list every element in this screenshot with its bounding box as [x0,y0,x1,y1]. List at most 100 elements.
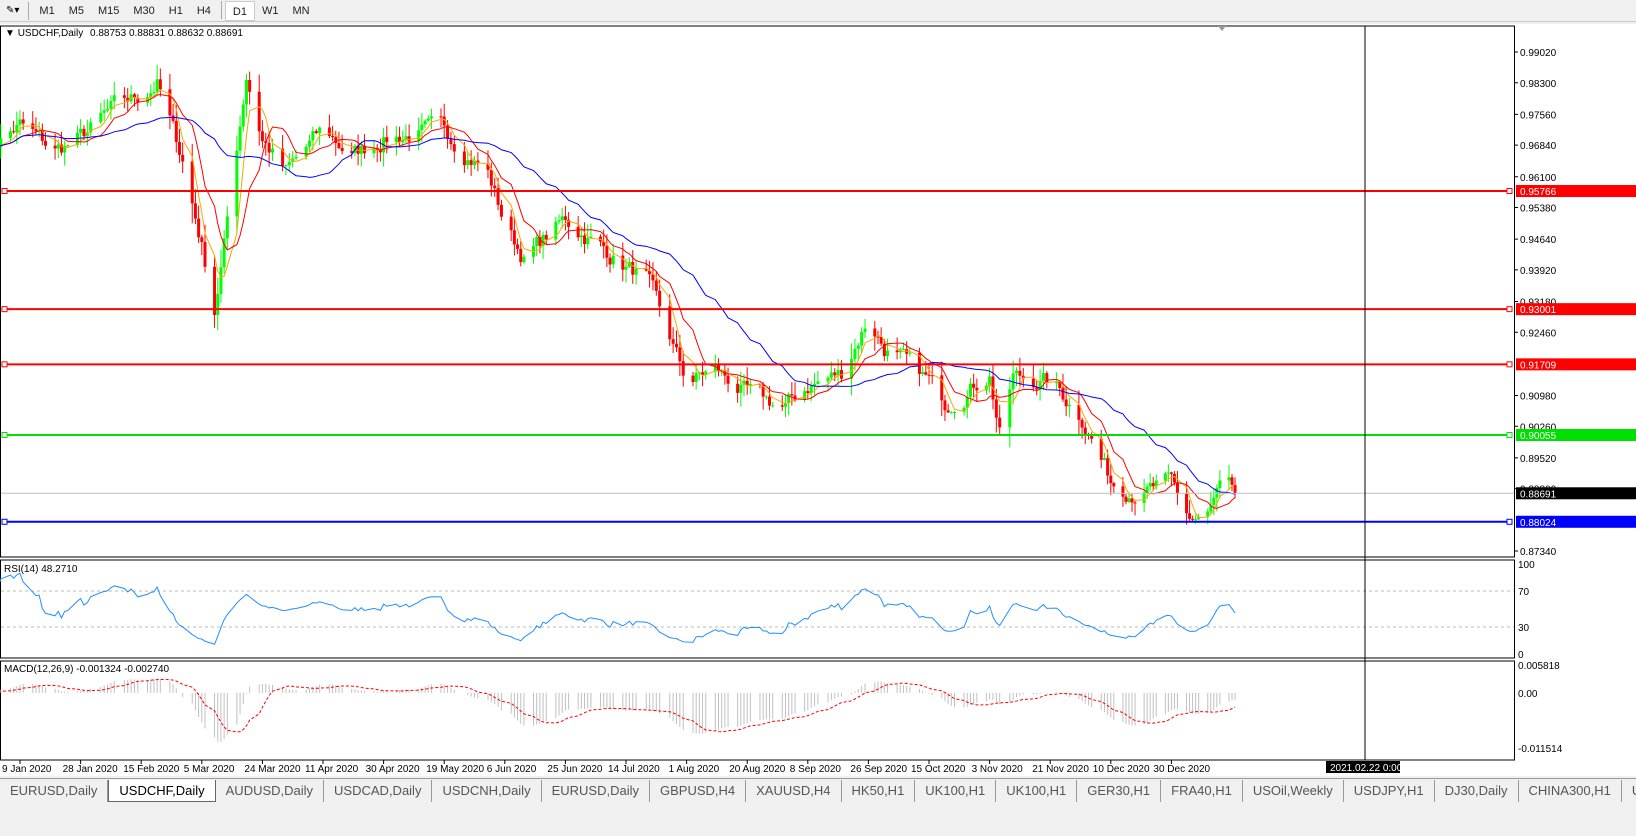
date-axis-label: 26 Sep 2020 [850,764,907,775]
chart-tab[interactable]: GER30,H1 [1077,779,1162,802]
timeframe-h4[interactable]: H4 [196,4,211,17]
candle-body [53,145,57,149]
candle-body [1127,498,1131,502]
candle-body [1185,493,1189,514]
rsi-label: RSI(14) 48.2710 [4,564,78,575]
chart-tab[interactable]: AUDUSD,Daily [216,779,325,802]
candle-body [1035,387,1039,390]
candle-body [235,150,239,217]
candle-body [446,125,450,139]
chart-tab[interactable]: EURUSD,Daily [0,779,109,802]
rsi-axis-label: 30 [1518,623,1530,634]
candle-body [1121,486,1125,497]
candle-body [953,411,957,413]
candle-body [219,267,223,294]
candle-body [452,144,456,152]
timeframe-m1[interactable]: M1 [39,4,55,17]
chart-tab[interactable]: CHINA300,H1 [1519,779,1622,802]
candles [0,65,1237,525]
candle-body [675,343,678,348]
candle-body [544,235,548,240]
candle-body [1038,380,1042,390]
timeframe-h1[interactable]: H1 [168,4,183,17]
price-axis-label: 0.87340 [1520,547,1557,558]
chart-tab[interactable]: USDCHF,Daily [108,779,216,802]
chart-tab[interactable]: FRA40,H1 [1161,779,1243,802]
timeframe-mn[interactable]: MN [292,4,310,17]
candle-body [509,216,513,231]
candle-body [66,145,70,147]
candle-body [994,399,998,418]
candle-body [984,385,988,391]
candle-body [579,235,583,238]
candle-body [863,328,867,333]
candle-body [1206,511,1210,517]
candle-body [850,359,854,379]
candle-body [968,383,972,397]
date-axis-label: 10 Dec 2020 [1093,764,1150,775]
candle-body [783,403,787,407]
candle-body [962,407,966,412]
candle-body [739,384,743,393]
drawing-tools-icon[interactable]: ✎▾ [6,5,20,16]
candle-body [1133,502,1137,504]
candle-body [856,345,860,349]
candle-body [404,136,408,141]
candle-body [109,101,113,109]
chart-tab[interactable]: USOil,Weekly [1243,779,1344,802]
chart-tab[interactable]: UK100,H1 [915,779,997,802]
candle-body [362,145,366,154]
chart-tab[interactable]: USOil, [1622,780,1636,802]
candle-body [1212,497,1216,506]
timeframe-m5[interactable]: M5 [68,4,84,17]
candle-body [102,110,106,113]
candle-body [965,396,969,408]
price-axis-label: 0.89520 [1520,454,1557,465]
date-axis-label: 3 Nov 2020 [972,764,1024,775]
collapse-triangle-icon[interactable]: ▼ [5,28,15,39]
candle-body [1058,382,1062,388]
date-axis-label: 15 Feb 2020 [123,764,180,775]
chart-window[interactable]: 0.99020 0.98300 0.97560 0.96840 0.96100 0.953… [0,24,1636,776]
candle-body [149,93,153,98]
line-handle [1506,361,1513,368]
timeframe-m30[interactable]: M30 [133,4,155,17]
candle-body [1090,434,1094,439]
candle-body [631,262,635,275]
chart-tab[interactable]: XAUUSD,H4 [746,779,842,802]
chart-tab[interactable]: USDCAD,Daily [324,779,433,802]
timeframe-w1[interactable]: W1 [261,4,279,17]
toolbar-separator [220,0,222,19]
candle-body [736,383,740,393]
chart-tab[interactable]: HK50,H1 [842,779,916,802]
timeframe-m15[interactable]: M15 [97,4,120,17]
candle-body [334,137,338,143]
chart-tab[interactable]: UK100,H1 [996,779,1078,802]
timeframe-d1[interactable]: D1 [224,0,255,21]
chart-tab[interactable]: USDJPY,H1 [1344,779,1435,802]
date-axis-label: 21 Nov 2020 [1032,764,1089,775]
candle-body [1166,472,1170,474]
candle-body [748,383,752,386]
candle-body [1172,473,1176,483]
candle-body [197,218,201,238]
crosshair-date-label: 2021.02.22 0:00 [1330,763,1403,774]
price-level-badge [1516,358,1636,371]
candle-body [308,140,312,147]
price-axis-label: 0.97560 [1520,110,1557,121]
candle-body [1102,458,1106,460]
chart-tab[interactable]: DJ30,Daily [1435,779,1519,802]
chart-canvas[interactable]: 0.99020 0.98300 0.97560 0.96840 0.96100 0.953… [0,24,1636,776]
candle-body [44,140,48,146]
chart-tab[interactable]: GBPUSD,H4 [650,779,747,802]
candle-body [586,238,590,245]
price-level-badge [1516,185,1636,198]
chart-tab[interactable]: USDCNH,Daily [432,779,542,802]
chart-tab[interactable]: EURUSD,Daily [542,779,650,802]
candle-body [304,146,308,157]
macd-pane-frame [0,660,1515,761]
candle-body [260,131,264,142]
candle-body [489,169,493,186]
line-handle [1506,306,1513,313]
candle-body [398,136,402,143]
